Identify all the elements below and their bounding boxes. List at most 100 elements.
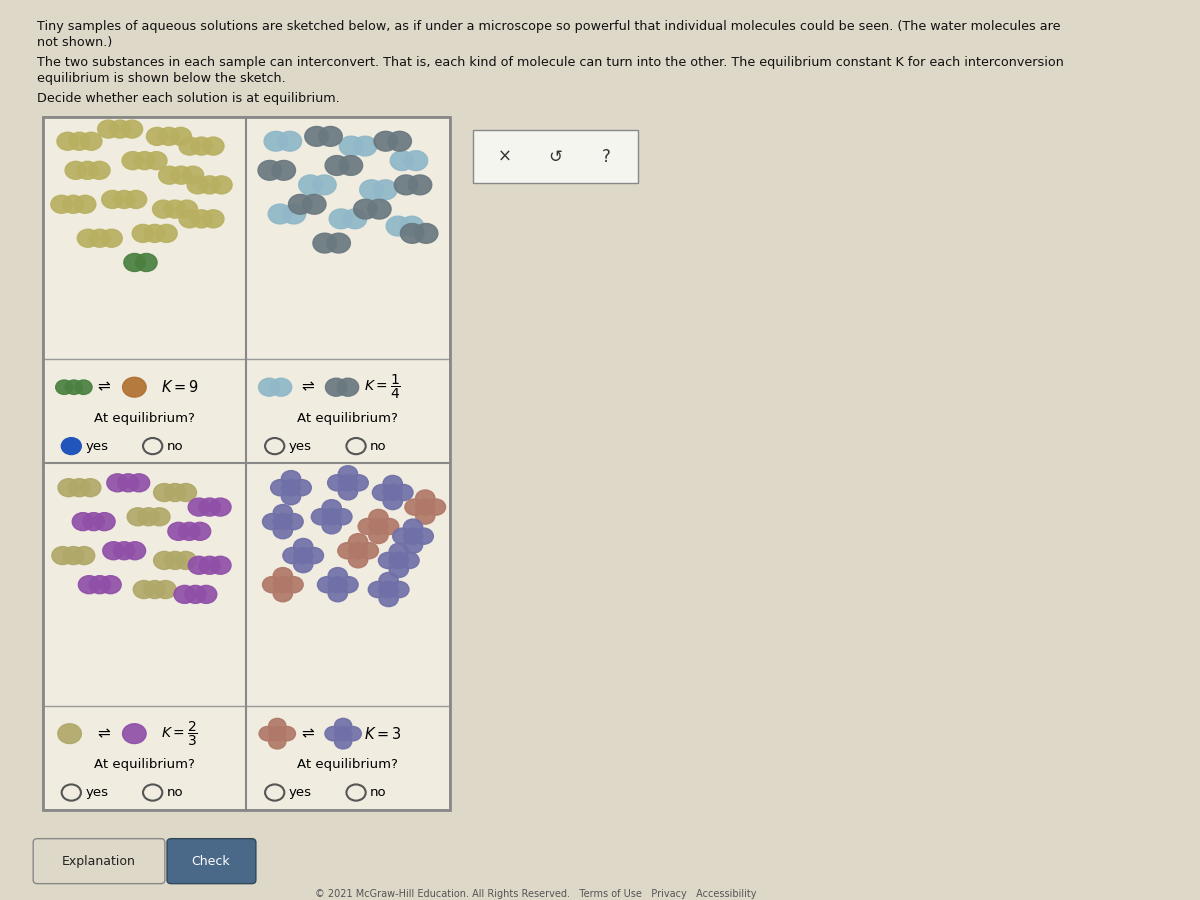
Circle shape bbox=[284, 577, 304, 593]
Circle shape bbox=[322, 500, 341, 516]
Circle shape bbox=[175, 552, 197, 570]
Circle shape bbox=[403, 519, 422, 536]
Circle shape bbox=[401, 223, 424, 243]
Circle shape bbox=[415, 508, 434, 524]
Circle shape bbox=[294, 556, 313, 572]
Text: Tiny samples of aqueous solutions are sketched below, as if under a microscope s: Tiny samples of aqueous solutions are sk… bbox=[37, 20, 1061, 32]
Circle shape bbox=[146, 128, 168, 146]
Text: Check: Check bbox=[192, 855, 230, 868]
Text: yes: yes bbox=[289, 786, 312, 799]
Text: yes: yes bbox=[289, 439, 312, 453]
Circle shape bbox=[379, 572, 398, 589]
Circle shape bbox=[379, 518, 398, 535]
Circle shape bbox=[278, 131, 301, 151]
Text: ×: × bbox=[498, 148, 512, 166]
Text: At equilibrium?: At equilibrium? bbox=[298, 759, 398, 771]
Circle shape bbox=[74, 380, 92, 394]
Circle shape bbox=[89, 576, 110, 594]
Circle shape bbox=[170, 128, 192, 146]
Circle shape bbox=[353, 136, 377, 156]
Circle shape bbox=[144, 580, 166, 598]
Circle shape bbox=[132, 224, 154, 242]
Circle shape bbox=[100, 576, 121, 594]
Circle shape bbox=[414, 223, 438, 243]
Circle shape bbox=[328, 568, 348, 584]
Circle shape bbox=[269, 718, 286, 733]
Circle shape bbox=[281, 489, 301, 505]
Circle shape bbox=[114, 542, 134, 560]
Circle shape bbox=[328, 474, 347, 490]
Text: $\rightleftharpoons$: $\rightleftharpoons$ bbox=[299, 380, 316, 395]
Circle shape bbox=[154, 483, 175, 501]
Circle shape bbox=[199, 176, 221, 194]
Circle shape bbox=[403, 528, 422, 544]
Circle shape bbox=[175, 483, 197, 501]
Circle shape bbox=[210, 556, 232, 574]
Text: no: no bbox=[167, 439, 184, 453]
Circle shape bbox=[386, 216, 409, 236]
Text: $K=\dfrac{2}{3}$: $K=\dfrac{2}{3}$ bbox=[161, 719, 198, 748]
Circle shape bbox=[134, 151, 155, 169]
Circle shape bbox=[168, 522, 190, 540]
Text: $\rightleftharpoons$: $\rightleftharpoons$ bbox=[95, 380, 113, 395]
Circle shape bbox=[199, 498, 221, 516]
Circle shape bbox=[274, 586, 293, 602]
Circle shape bbox=[196, 585, 217, 603]
Circle shape bbox=[73, 546, 95, 564]
Circle shape bbox=[337, 543, 358, 559]
Circle shape bbox=[179, 137, 200, 155]
Circle shape bbox=[61, 438, 80, 454]
FancyBboxPatch shape bbox=[43, 117, 246, 464]
Circle shape bbox=[329, 209, 353, 229]
FancyBboxPatch shape bbox=[473, 130, 638, 183]
Circle shape bbox=[328, 577, 348, 593]
Circle shape bbox=[122, 724, 146, 743]
Circle shape bbox=[348, 534, 367, 550]
Circle shape bbox=[164, 552, 186, 570]
Circle shape bbox=[79, 479, 101, 497]
Circle shape bbox=[179, 522, 200, 540]
Text: At equilibrium?: At equilibrium? bbox=[298, 412, 398, 425]
Circle shape bbox=[50, 195, 72, 213]
Circle shape bbox=[80, 132, 102, 150]
Circle shape bbox=[394, 484, 413, 500]
Circle shape bbox=[368, 527, 388, 544]
Circle shape bbox=[340, 156, 362, 176]
Circle shape bbox=[89, 230, 110, 248]
Circle shape bbox=[400, 553, 419, 569]
Circle shape bbox=[127, 508, 149, 526]
Circle shape bbox=[408, 175, 432, 194]
Circle shape bbox=[158, 128, 180, 146]
Circle shape bbox=[281, 471, 301, 487]
Circle shape bbox=[263, 514, 282, 530]
Circle shape bbox=[302, 194, 326, 214]
Circle shape bbox=[77, 161, 98, 179]
Circle shape bbox=[282, 204, 306, 224]
Text: no: no bbox=[167, 786, 184, 799]
Circle shape bbox=[170, 166, 192, 184]
Circle shape bbox=[269, 734, 286, 749]
Circle shape bbox=[378, 553, 397, 569]
Circle shape bbox=[52, 546, 73, 564]
Circle shape bbox=[72, 513, 94, 531]
Text: © 2021 McGraw-Hill Education. All Rights Reserved.   Terms of Use   Privacy   Ac: © 2021 McGraw-Hill Education. All Rights… bbox=[314, 888, 756, 898]
Circle shape bbox=[203, 210, 224, 228]
Circle shape bbox=[395, 175, 418, 194]
Circle shape bbox=[103, 542, 124, 560]
Circle shape bbox=[274, 505, 293, 521]
Text: Decide whether each solution is at equilibrium.: Decide whether each solution is at equil… bbox=[37, 92, 341, 104]
Circle shape bbox=[338, 483, 358, 500]
Circle shape bbox=[354, 199, 377, 219]
Circle shape bbox=[414, 528, 433, 544]
Text: At equilibrium?: At equilibrium? bbox=[94, 412, 194, 425]
Circle shape bbox=[118, 473, 139, 491]
Text: $\rightleftharpoons$: $\rightleftharpoons$ bbox=[299, 726, 316, 741]
Circle shape bbox=[62, 195, 84, 213]
Circle shape bbox=[258, 160, 282, 180]
Text: equilibrium is shown below the sketch.: equilibrium is shown below the sketch. bbox=[37, 72, 287, 85]
Circle shape bbox=[272, 160, 295, 180]
Circle shape bbox=[55, 380, 73, 394]
Circle shape bbox=[274, 568, 293, 584]
FancyBboxPatch shape bbox=[167, 839, 256, 884]
Circle shape bbox=[164, 200, 186, 218]
